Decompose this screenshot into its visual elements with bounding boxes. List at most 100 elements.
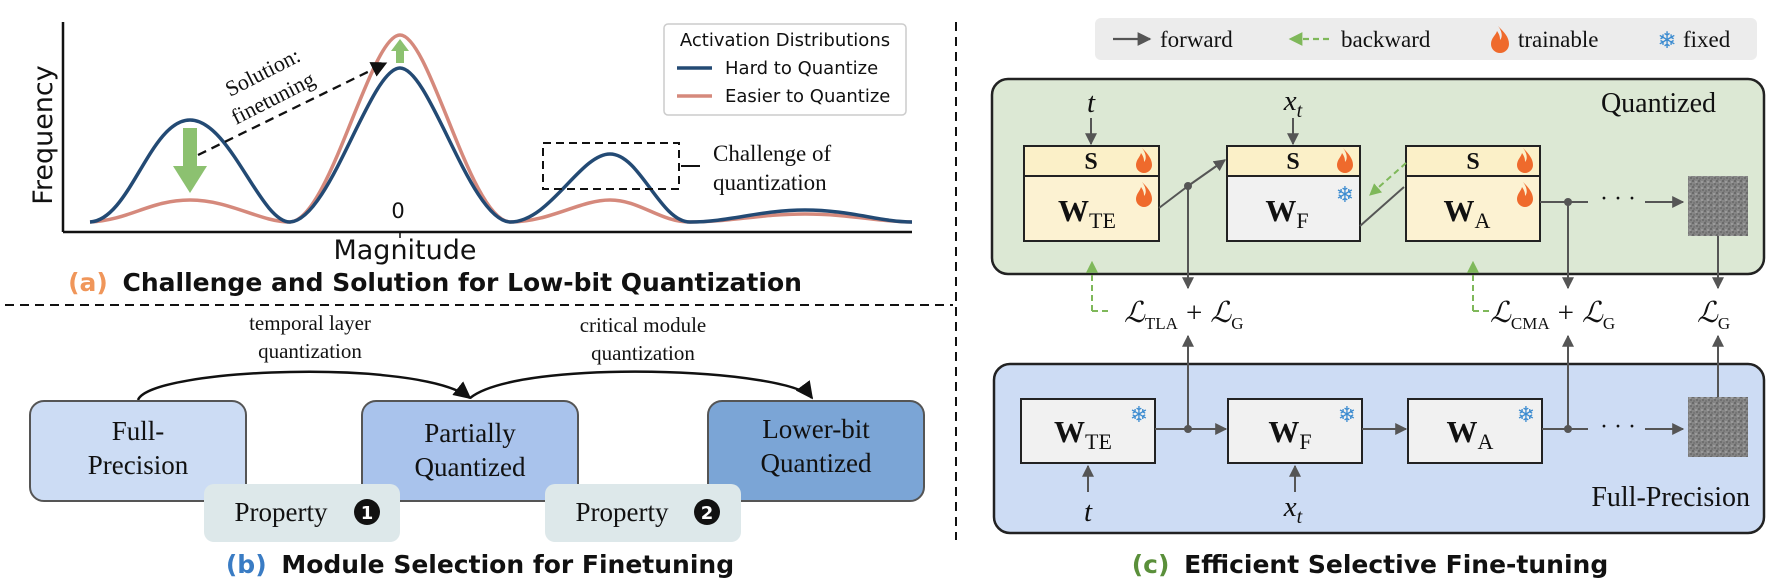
up-arrow: [391, 39, 409, 63]
panel-a: 0 Frequency Magnitude Solution: finetuni…: [28, 22, 913, 297]
fp-output-noise-image: [1688, 397, 1748, 457]
q-wa-w: WA: [1444, 193, 1491, 233]
x-axis-label: Magnitude: [333, 235, 476, 266]
box-full-line1: Full-: [112, 416, 165, 446]
q-wf-w: WF: [1265, 193, 1308, 233]
quantized-label: Quantized: [1601, 88, 1716, 119]
arc2-label-1: critical module: [580, 313, 707, 337]
fp-dots: · · ·: [1600, 414, 1636, 440]
fp-wf-block: WF ❄: [1227, 398, 1363, 464]
box-full-line2: Precision: [88, 450, 189, 480]
easier-curve: [89, 33, 913, 224]
caption-c-text: Efficient Selective Fine-tuning: [1184, 550, 1608, 579]
panel-b: temporal layer quantization critical mod…: [29, 311, 925, 579]
full-precision-label: Full-Precision: [1591, 482, 1750, 513]
q-flow-1: [1158, 185, 1189, 209]
loss-g: ℒG: [1697, 297, 1730, 333]
challenge-label-2: quantization: [713, 170, 827, 195]
panel-c: forward backward trainable ❄ fixed Quant…: [990, 18, 1766, 579]
caption-b: (b) Module Selection for Finetuning: [226, 550, 734, 579]
q-wte-w-flame-icon: [1136, 182, 1152, 207]
q-wa-w-flame-icon: [1517, 182, 1533, 207]
legend-backward: backward: [1341, 27, 1431, 52]
flame-icon: [1491, 26, 1509, 53]
backward-arrow-wa-wf: [1369, 162, 1407, 196]
fp-wa-snowflake-icon: ❄: [1517, 403, 1535, 428]
quantized-container: [990, 77, 1766, 276]
q-wa-s: S: [1466, 149, 1479, 175]
property-2: Property 2: [545, 484, 741, 542]
loss-tla: ℒTLA + ℒG: [1124, 297, 1243, 333]
badge-1-icon: [354, 499, 380, 525]
q-input-t: t: [1087, 87, 1096, 119]
property-1: Property 1: [204, 484, 400, 542]
box-lower-line1: Lower-bit: [762, 414, 870, 444]
q-wf-snowflake-icon: ❄: [1336, 183, 1354, 208]
down-arrow: [173, 128, 207, 193]
box-lower-bit: [707, 400, 925, 502]
q-wf-s-flame-icon: [1337, 148, 1353, 173]
flow-legend: forward backward trainable ❄ fixed: [1095, 18, 1757, 60]
legend-easier-label: Easier to Quantize: [725, 86, 890, 107]
q-wa-s-flame-icon: [1517, 148, 1533, 173]
fp-input-t: t: [1084, 496, 1093, 528]
zero-tick: 0: [391, 199, 404, 223]
badge-1: 1: [361, 503, 374, 524]
arc1-label-2: quantization: [258, 339, 362, 363]
q-dots: · · ·: [1600, 186, 1636, 212]
q-wte-w: WTE: [1058, 193, 1116, 233]
box-partially-quantized: [361, 400, 579, 502]
legend-trainable: trainable: [1518, 27, 1598, 52]
legend-forward: forward: [1160, 27, 1233, 52]
legend-hard-label: Hard to Quantize: [725, 58, 878, 79]
loss-cma: ℒCMA + ℒG: [1490, 297, 1615, 333]
caption-b-text: Module Selection for Finetuning: [281, 550, 734, 579]
caption-a: (a) Challenge and Solution for Low-bit Q…: [68, 268, 802, 297]
q-flow-3: [1359, 186, 1405, 227]
q-wa-block: S WA: [1405, 145, 1541, 242]
box-partial-line1: Partially: [424, 418, 516, 448]
q-wf-s: S: [1286, 149, 1299, 175]
q-wte-block: S WTE: [1023, 145, 1160, 242]
caption-c: (c) Efficient Selective Fine-tuning: [1132, 550, 1609, 579]
solution-arrow: [197, 61, 388, 157]
property-2-label: Property: [576, 497, 669, 527]
arc-temporal: [136, 370, 472, 401]
fp-wte-w: WTE: [1054, 414, 1112, 454]
fp-wte-block: WTE ❄: [1020, 398, 1156, 464]
property-1-label: Property: [235, 497, 328, 527]
fp-input-x: xt: [1283, 491, 1303, 528]
activation-legend: Activation Distributions Hard to Quantiz…: [663, 23, 907, 116]
fp-wf-w: WF: [1268, 414, 1311, 454]
fp-wte-snowflake-icon: ❄: [1130, 403, 1148, 428]
full-precision-container: [992, 362, 1766, 535]
badge-2-icon: [694, 499, 720, 525]
q-output-noise-image: [1688, 176, 1748, 236]
snowflake-icon: ❄: [1657, 28, 1676, 54]
badge-2: 2: [701, 503, 714, 524]
q-wf-block: S WF ❄: [1226, 145, 1361, 242]
fp-wa-block: WA ❄: [1407, 398, 1543, 464]
box-lower-line2: Quantized: [761, 448, 872, 478]
arc-critical: [469, 370, 814, 400]
q-flow-2: [1187, 159, 1226, 187]
challenge-box: [542, 142, 680, 190]
fp-wf-snowflake-icon: ❄: [1338, 403, 1356, 428]
caption-c-letter: (c): [1132, 550, 1170, 579]
caption-a-letter: (a): [68, 268, 108, 297]
legend-fixed: fixed: [1683, 27, 1731, 52]
q-wte-s: S: [1084, 149, 1097, 175]
caption-a-text: Challenge and Solution for Low-bit Quant…: [123, 268, 802, 297]
box-partial-line2: Quantized: [415, 452, 526, 482]
challenge-label-1: Challenge of: [713, 141, 831, 166]
caption-b-letter: (b): [226, 550, 267, 579]
q-wte-s-flame-icon: [1136, 148, 1152, 173]
box-full-precision: [29, 400, 247, 502]
q-input-x: xt: [1283, 85, 1303, 122]
arc1-label-1: temporal layer: [249, 311, 371, 335]
fp-wa-w: WA: [1447, 414, 1494, 454]
legend-title: Activation Distributions: [680, 30, 890, 51]
hard-curve: [89, 66, 913, 224]
y-axis-label: Frequency: [28, 65, 59, 205]
